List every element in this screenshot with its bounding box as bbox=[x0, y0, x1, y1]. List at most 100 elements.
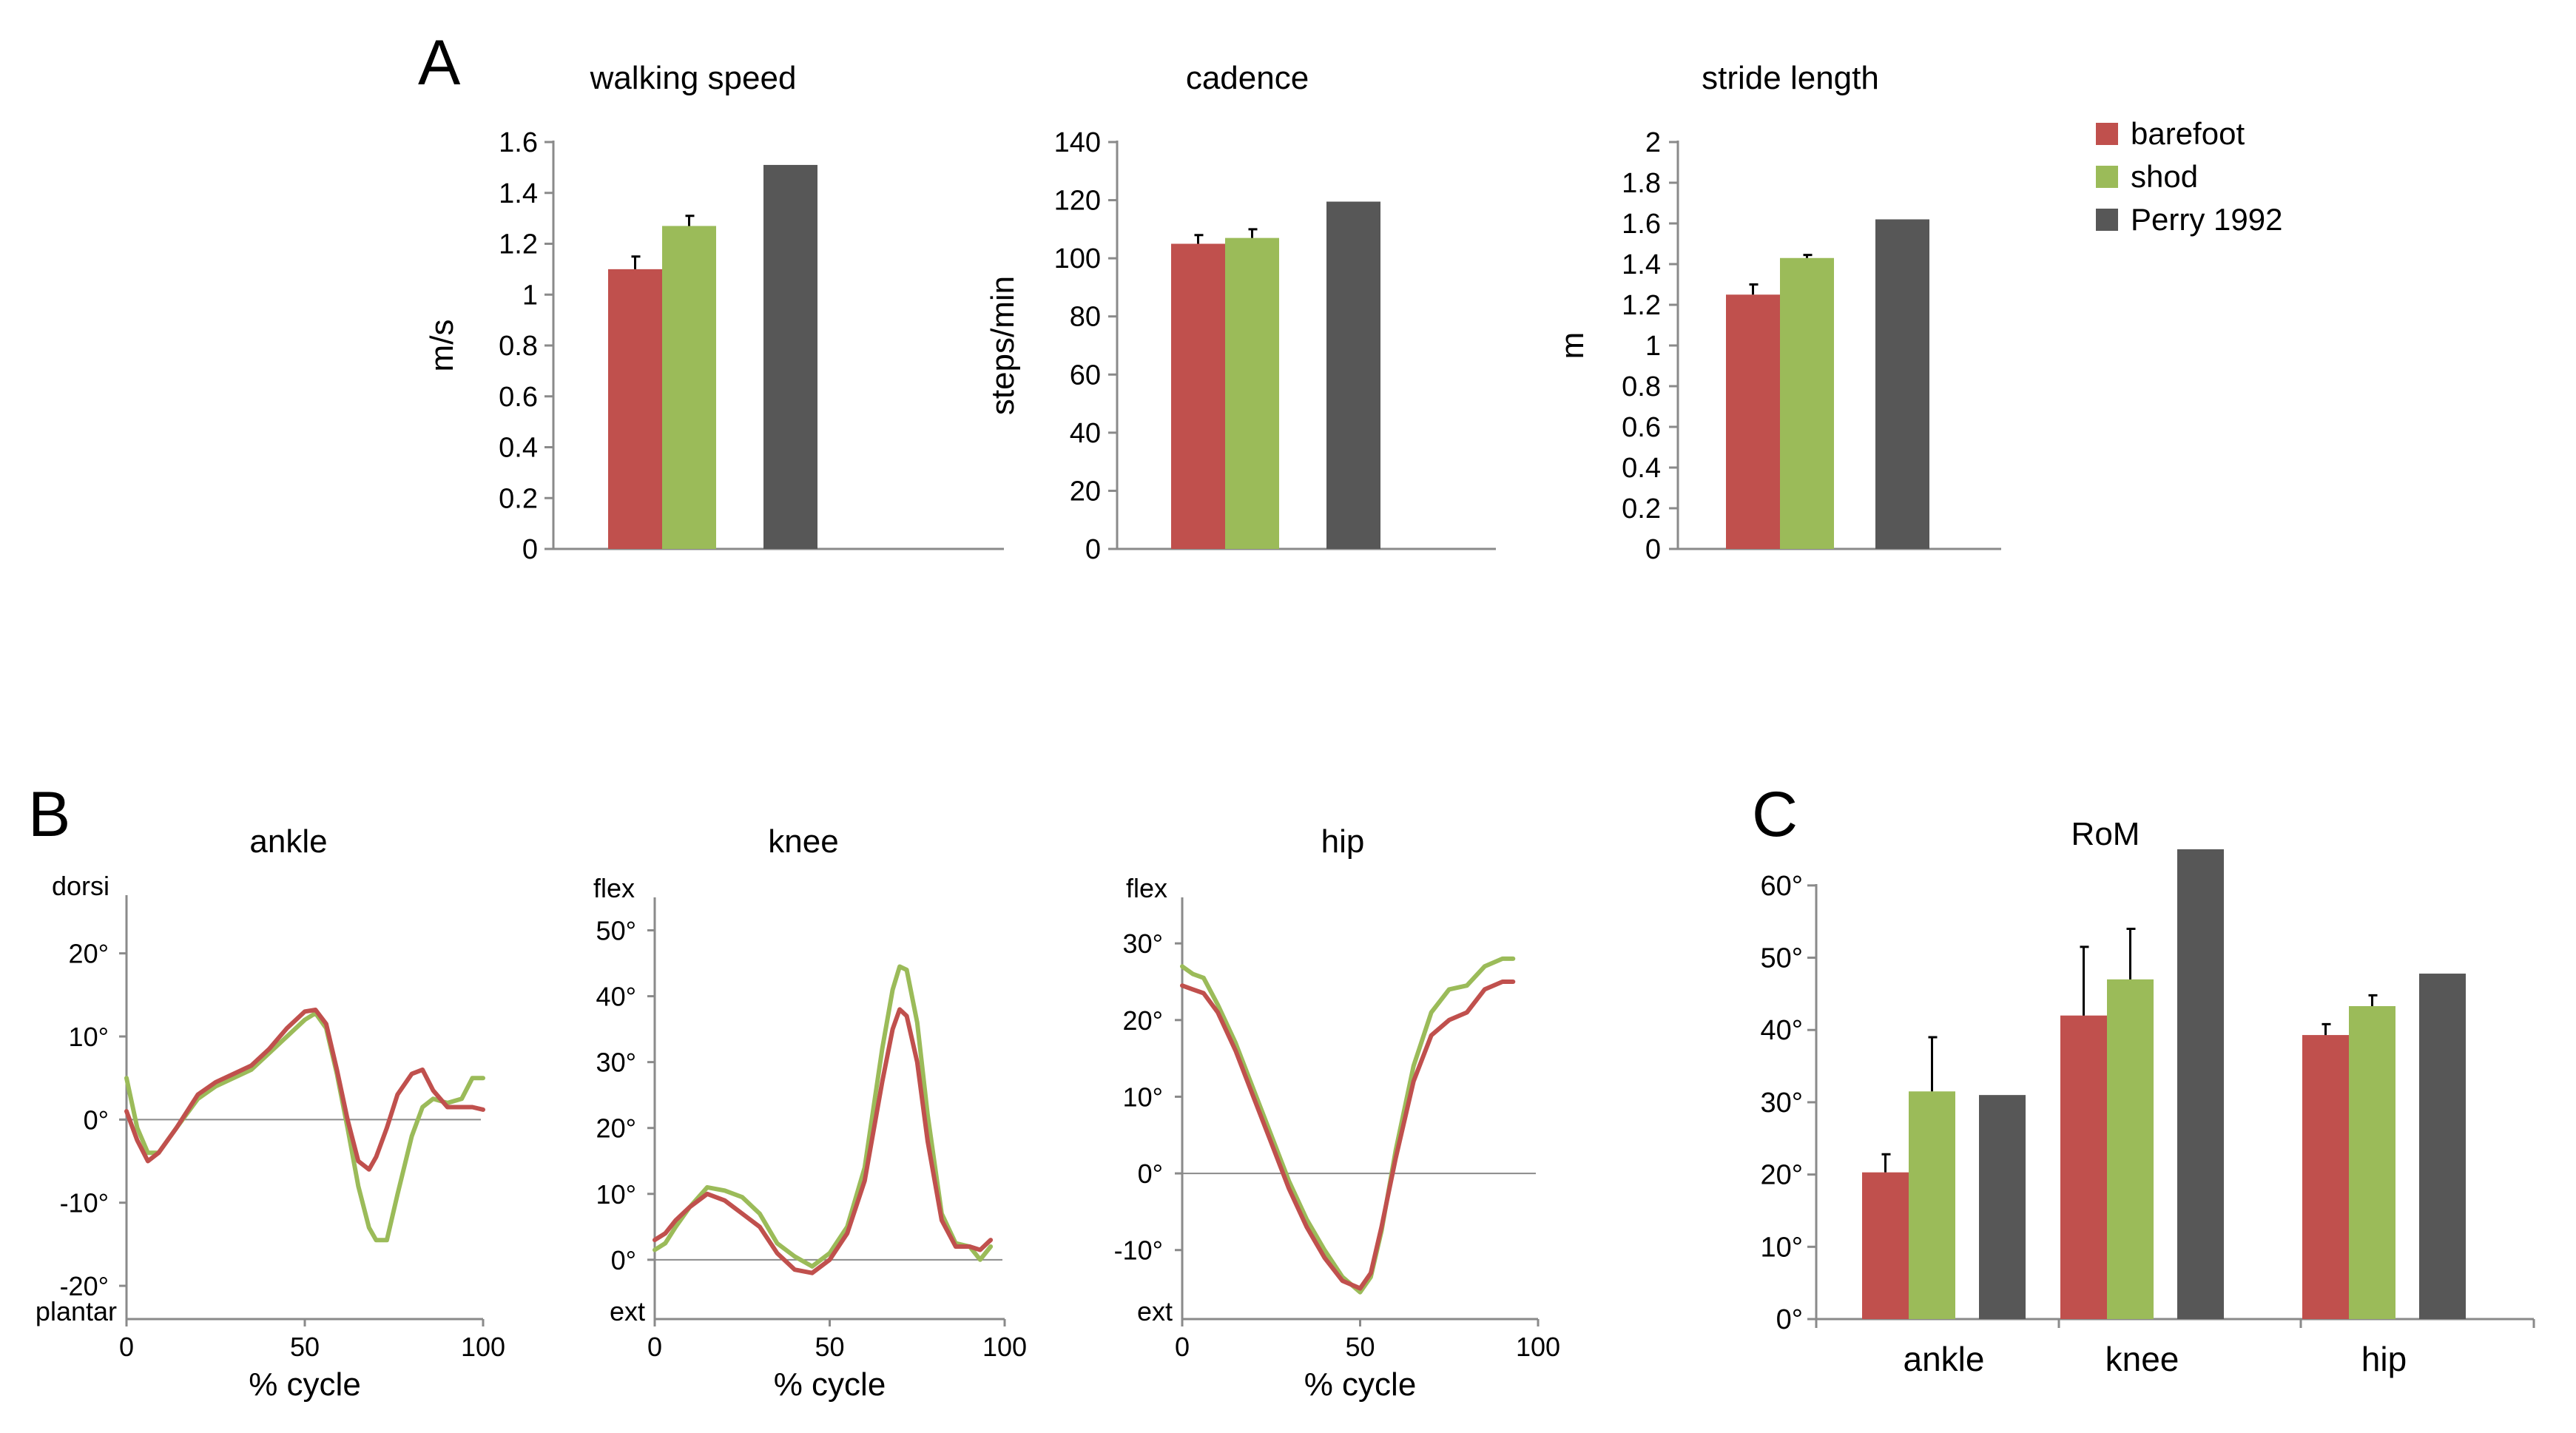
legend-label-perry: Perry 1992 bbox=[2131, 202, 2282, 237]
y-tick-label: 0° bbox=[1776, 1304, 1803, 1335]
bar-hip-shod bbox=[2349, 1005, 2395, 1319]
x-tick-label: 50 bbox=[815, 1332, 844, 1362]
bar-perry-1992 bbox=[763, 164, 817, 549]
y-tick-label: 20° bbox=[1761, 1160, 1803, 1191]
y-tick-label: 10° bbox=[69, 1022, 109, 1052]
x-tick-label: 0 bbox=[1175, 1332, 1190, 1362]
y-tick-label: -10° bbox=[60, 1188, 109, 1218]
y-tick-label: 1.6 bbox=[499, 127, 538, 158]
y-tick-label: 1.8 bbox=[1622, 168, 1661, 199]
panel-label-b: B bbox=[28, 779, 70, 850]
line-shod bbox=[1180, 956, 1516, 1295]
chart-title: walking speed bbox=[590, 60, 797, 96]
x-tick-label: 0 bbox=[119, 1332, 134, 1362]
y-bottom-label: ext bbox=[1137, 1296, 1173, 1326]
y-tick-label: 10° bbox=[1123, 1082, 1163, 1112]
y-tick-label: 40 bbox=[1070, 418, 1101, 449]
y-tick-label: 1.4 bbox=[499, 178, 538, 209]
y-bottom-label: plantar bbox=[36, 1296, 117, 1326]
y-tick-label: 10° bbox=[1761, 1232, 1803, 1263]
y-axis-title: m/s bbox=[424, 320, 460, 372]
bar-barefoot bbox=[1726, 294, 1780, 549]
y-tick-label: 0 bbox=[1085, 534, 1101, 565]
bar-shod bbox=[1780, 257, 1834, 549]
chart-title: cadence bbox=[1186, 60, 1309, 96]
y-tick-label: 140 bbox=[1054, 127, 1101, 158]
x-tick-label: 0 bbox=[647, 1332, 662, 1362]
y-tick-label: 1.4 bbox=[1622, 249, 1661, 280]
bar-knee-shod bbox=[2107, 979, 2154, 1319]
legend-label-barefoot: barefoot bbox=[2131, 116, 2245, 151]
y-bottom-label: ext bbox=[610, 1296, 645, 1326]
x-axis-title: % cycle bbox=[774, 1366, 886, 1403]
y-tick-label: 20° bbox=[1123, 1005, 1163, 1036]
ankle-angle-chart: ankle dorsi plantar-20° -10° 0° 10° 20° 0 50 100%… bbox=[36, 823, 505, 1403]
y-top-label: dorsi bbox=[52, 871, 109, 901]
y-tick-label: 0 bbox=[522, 534, 538, 565]
error-bar-barefoot bbox=[631, 255, 641, 269]
x-category-label: knee bbox=[2105, 1340, 2179, 1378]
legend: barefoot shod Perry 1992 bbox=[2096, 116, 2282, 237]
y-tick-label: 0° bbox=[1138, 1159, 1163, 1189]
y-tick-label: 1 bbox=[522, 280, 538, 311]
chart-title: stride length bbox=[1702, 60, 1879, 96]
error-bar-shod bbox=[1248, 228, 1258, 238]
bar-barefoot bbox=[1171, 243, 1225, 549]
y-tick-label: 20° bbox=[596, 1113, 636, 1144]
bar-ankle-barefoot bbox=[1862, 1172, 1909, 1319]
y-tick-label: 30° bbox=[1761, 1088, 1803, 1119]
y-tick-label: 20 bbox=[1070, 476, 1101, 507]
x-axis-title: % cycle bbox=[249, 1366, 361, 1403]
y-tick-label: 0.6 bbox=[499, 382, 538, 413]
y-tick-label: 60 bbox=[1070, 360, 1101, 391]
y-tick-label: 0.6 bbox=[1622, 412, 1661, 443]
bar-barefoot bbox=[608, 269, 662, 549]
y-tick-label: 1.2 bbox=[1622, 290, 1661, 321]
panel-label-c: C bbox=[1752, 779, 1798, 850]
error-bar-shod bbox=[685, 215, 695, 226]
walking-speed-chart: walking speed m/s 0 0.2 0.4 0.6 0.8 1 1.2 1.4 1.6 bbox=[424, 60, 1004, 565]
x-category-label: hip bbox=[2361, 1340, 2407, 1378]
y-tick-label: 40° bbox=[1761, 1015, 1803, 1046]
y-tick-label: 2 bbox=[1645, 127, 1661, 158]
legend-swatch-perry bbox=[2096, 209, 2118, 231]
x-tick-label: 50 bbox=[1345, 1332, 1375, 1362]
y-tick-label: 50° bbox=[596, 916, 636, 946]
error-bar-hip-barefoot bbox=[2322, 1022, 2331, 1036]
line-barefoot bbox=[1180, 980, 1516, 1291]
knee-angle-chart: knee flex ext 0° 10° 20° 30° 40° 50° 0 50 100 % cycl… bbox=[593, 823, 1027, 1403]
y-tick-label: 0° bbox=[611, 1245, 636, 1275]
hip-angle-chart: hip flex ext -10° 0° 10° 20° 30° 0 50 100 % cycle bbox=[1114, 823, 1560, 1403]
error-bar-barefoot bbox=[1194, 234, 1204, 244]
legend-label-shod: shod bbox=[2131, 159, 2198, 194]
y-tick-label: 0.8 bbox=[1622, 371, 1661, 402]
y-tick-label: 100 bbox=[1054, 243, 1101, 274]
stride-length-chart: stride length m 0 0.2 0.4 0.6 0.8 1 1.2 1.4 1.6 1.8… bbox=[1554, 60, 2001, 565]
x-category-label: ankle bbox=[1904, 1340, 1985, 1378]
y-tick-label: 120 bbox=[1054, 186, 1101, 217]
bar-knee-barefoot bbox=[2060, 1015, 2107, 1319]
error-bar-shod bbox=[1803, 254, 1813, 258]
bar-hip-perry-1992 bbox=[2419, 974, 2466, 1319]
y-tick-label: 30° bbox=[1123, 928, 1163, 959]
rom-chart: RoM 0° 10° 20° 30° 40° 50° 60° ankle knee hip bbox=[1761, 816, 2535, 1378]
line-shod bbox=[124, 1011, 485, 1243]
chart-title: RoM bbox=[2071, 816, 2140, 852]
x-tick-label: 100 bbox=[461, 1332, 505, 1362]
y-top-label: flex bbox=[1126, 873, 1167, 903]
chart-title: knee bbox=[768, 823, 838, 860]
bar-shod bbox=[662, 226, 716, 549]
y-tick-label: 0.4 bbox=[499, 433, 538, 464]
y-tick-label: 20° bbox=[69, 939, 109, 969]
y-tick-label: -20° bbox=[60, 1271, 109, 1301]
bar-knee-perry-1992 bbox=[2177, 849, 2224, 1319]
y-tick-label: 0 bbox=[1645, 534, 1661, 565]
y-tick-label: 10° bbox=[596, 1179, 636, 1210]
y-tick-label: 0.2 bbox=[1622, 493, 1661, 525]
legend-swatch-barefoot bbox=[2096, 123, 2118, 145]
error-bar-ankle-barefoot bbox=[1881, 1153, 1891, 1173]
error-bar-barefoot bbox=[1749, 283, 1759, 295]
line-barefoot bbox=[653, 1007, 994, 1275]
error-bar-hip-shod bbox=[2368, 994, 2378, 1006]
